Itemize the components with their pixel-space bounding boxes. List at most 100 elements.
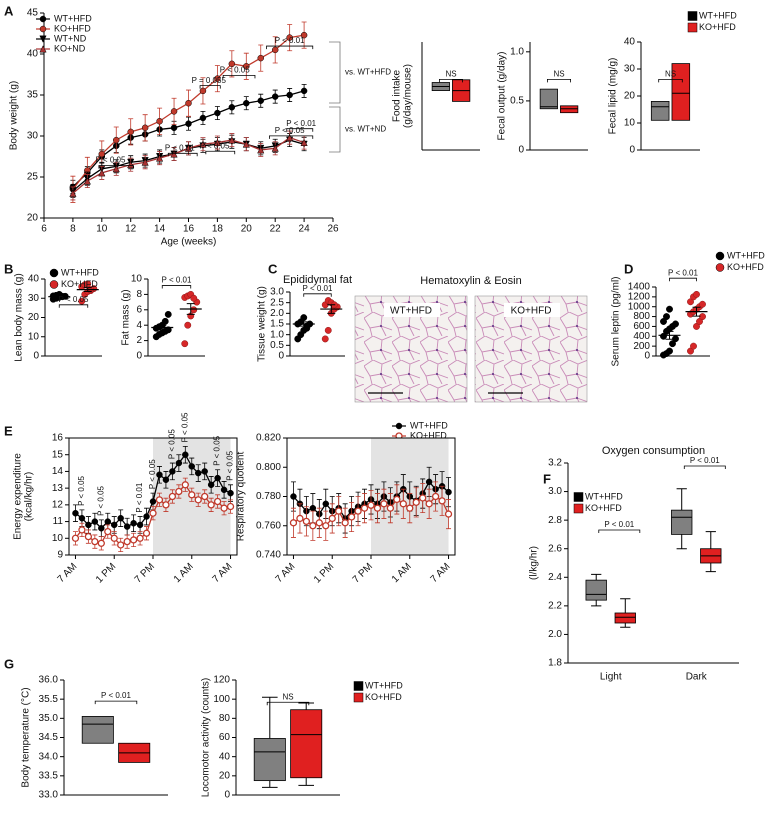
y-tick-label: 14 [52, 466, 64, 477]
annotation: P < 0.01 [668, 268, 698, 277]
whisker [298, 777, 314, 786]
data-point [162, 476, 170, 484]
data-point [149, 498, 157, 505]
legend-marker [395, 422, 403, 430]
y-tick-label: 2 [136, 335, 142, 346]
data-point [97, 539, 105, 547]
data-point [149, 509, 157, 517]
legend-label: WT+ND [54, 33, 87, 43]
panel-label: A [4, 3, 14, 18]
y-tick-label: 60 [219, 732, 231, 743]
x-tick-label: 20 [241, 224, 253, 235]
annotation: P < 0.05 [213, 435, 222, 465]
y-tick-label: 2.8 [548, 515, 562, 526]
data-point [300, 31, 308, 39]
data-point [201, 492, 209, 501]
annotation: P < 0.01 [690, 456, 720, 465]
data-point [184, 321, 192, 329]
panel-label: B [4, 261, 13, 276]
y-tick-label: 30 [28, 293, 40, 304]
y-tick-label: 0 [33, 351, 39, 362]
data-point [309, 504, 317, 512]
data-point [155, 496, 164, 504]
y-tick-label: 40 [27, 49, 39, 60]
y-tick-label: 10 [52, 533, 64, 544]
data-point [296, 514, 304, 523]
y-tick-label: 35.0 [39, 713, 59, 724]
x-tick-label: 7 AM [211, 561, 235, 585]
y-tick-label: 40 [219, 751, 231, 762]
data-point [687, 347, 694, 355]
data-point [69, 189, 77, 197]
data-point [300, 87, 308, 95]
data-point [380, 500, 388, 508]
x-tick-label: 10 [96, 224, 108, 235]
data-point [91, 518, 99, 525]
y-tick-label: 0 [644, 351, 650, 362]
data-point [393, 495, 401, 504]
sem-bar [692, 306, 701, 317]
y-tick-label: 35 [27, 90, 39, 101]
whisker [262, 696, 278, 739]
y-tick-label: 1.8 [548, 658, 562, 669]
bracket [205, 150, 236, 155]
legend-label: KO+HFD [61, 279, 98, 289]
y-tick-label: 0 [278, 351, 284, 362]
y-tick-label: 80 [219, 713, 231, 724]
data-point [214, 109, 221, 117]
data-point [199, 87, 207, 95]
y-tick-label: 0.5 [270, 340, 284, 351]
bracket [286, 128, 314, 132]
sem-bar [83, 287, 92, 293]
annotation: P < 0.05 [275, 126, 305, 135]
data-point [286, 34, 293, 41]
annotation: NS [282, 692, 293, 701]
data-point [199, 114, 207, 122]
data-point [182, 451, 189, 458]
data-point [185, 99, 192, 107]
y-tick-label: 0 [136, 351, 142, 362]
x-tick-label: 7 AM [429, 561, 453, 585]
data-point [660, 318, 667, 325]
data-point [83, 177, 91, 185]
data-point [91, 537, 99, 546]
data-point [693, 322, 700, 330]
data-point [141, 158, 149, 166]
x-tick-label: Dark [686, 672, 708, 683]
annotation: NS [553, 70, 564, 79]
data-point [687, 298, 694, 306]
bracket [683, 465, 726, 469]
data-point [300, 138, 308, 147]
data-point [690, 342, 697, 350]
data-point [425, 500, 433, 508]
data-point [425, 478, 433, 486]
data-point [156, 471, 163, 479]
data-point [110, 534, 118, 542]
x-tick-label: Light [600, 672, 622, 683]
data-point [220, 504, 228, 512]
box [539, 88, 558, 110]
y-axis-label: Fat mass (g) [121, 289, 132, 345]
legend-label: WT+HFD [61, 267, 99, 277]
y-axis-label: Respiratory quotient [236, 452, 247, 542]
y-tick-label: 3.0 [548, 486, 562, 497]
y-tick-label: 45 [27, 8, 39, 19]
y-tick-label: 0 [518, 145, 524, 156]
y-tick-label: 20 [624, 91, 636, 102]
bracket [98, 165, 134, 169]
annotation: P < 0.01 [604, 520, 634, 529]
bracket [303, 293, 332, 297]
y-tick-label: 40 [624, 37, 636, 48]
data-point [190, 294, 198, 302]
bracket [94, 700, 138, 705]
data-point [322, 500, 330, 508]
data-point [175, 487, 183, 496]
box [81, 716, 114, 744]
data-point [360, 504, 369, 512]
legend-label: KO+HFD [727, 262, 764, 272]
y-tick-label: 10 [131, 274, 143, 285]
data-point [335, 507, 343, 515]
x-tick-label: 7 AM [274, 561, 298, 585]
data-point [71, 534, 80, 542]
panel-label: E [4, 423, 13, 438]
